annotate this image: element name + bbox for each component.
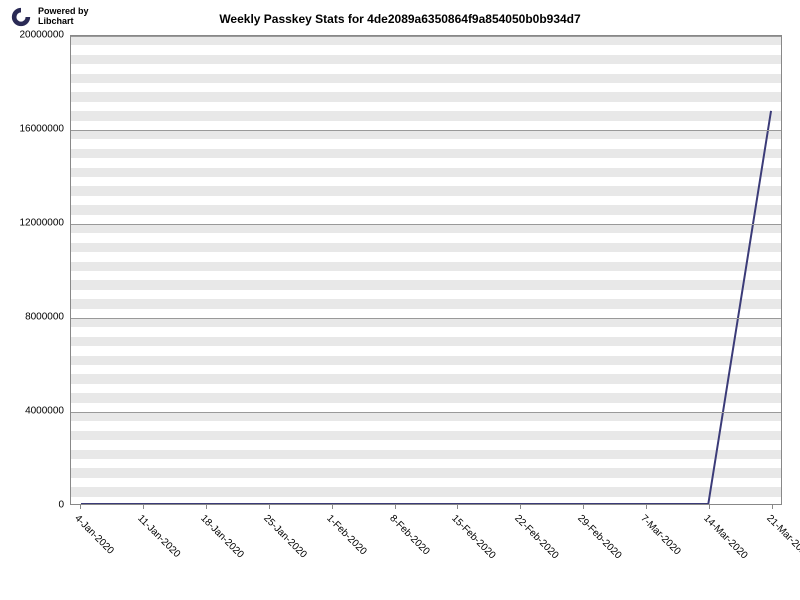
x-tick-label: 25-Jan-2020: [261, 513, 308, 560]
x-tick-label: 22-Feb-2020: [513, 513, 561, 561]
y-tick-label: 8000000: [0, 312, 64, 323]
x-tick-label: 1-Feb-2020: [324, 513, 368, 557]
x-tick-label: 15-Feb-2020: [450, 513, 498, 561]
x-tick-label: 21-Mar-2020: [764, 513, 800, 561]
x-tick-label: 7-Mar-2020: [638, 513, 682, 557]
x-tick-label: 4-Jan-2020: [72, 513, 116, 557]
y-tick-label: 12000000: [0, 218, 64, 229]
y-tick-label: 16000000: [0, 124, 64, 135]
chart-plot-area: [70, 35, 782, 505]
chart-line-series: [71, 36, 781, 504]
x-tick-label: 11-Jan-2020: [135, 513, 182, 560]
x-tick-label: 14-Mar-2020: [701, 513, 749, 561]
chart-title: Weekly Passkey Stats for 4de2089a6350864…: [0, 12, 800, 26]
x-tick-label: 18-Jan-2020: [198, 513, 245, 560]
y-tick-label: 0: [0, 500, 64, 511]
x-tick-label: 8-Feb-2020: [387, 513, 431, 557]
x-tick-label: 29-Feb-2020: [575, 513, 623, 561]
y-tick-label: 4000000: [0, 406, 64, 417]
y-tick-label: 20000000: [0, 30, 64, 41]
